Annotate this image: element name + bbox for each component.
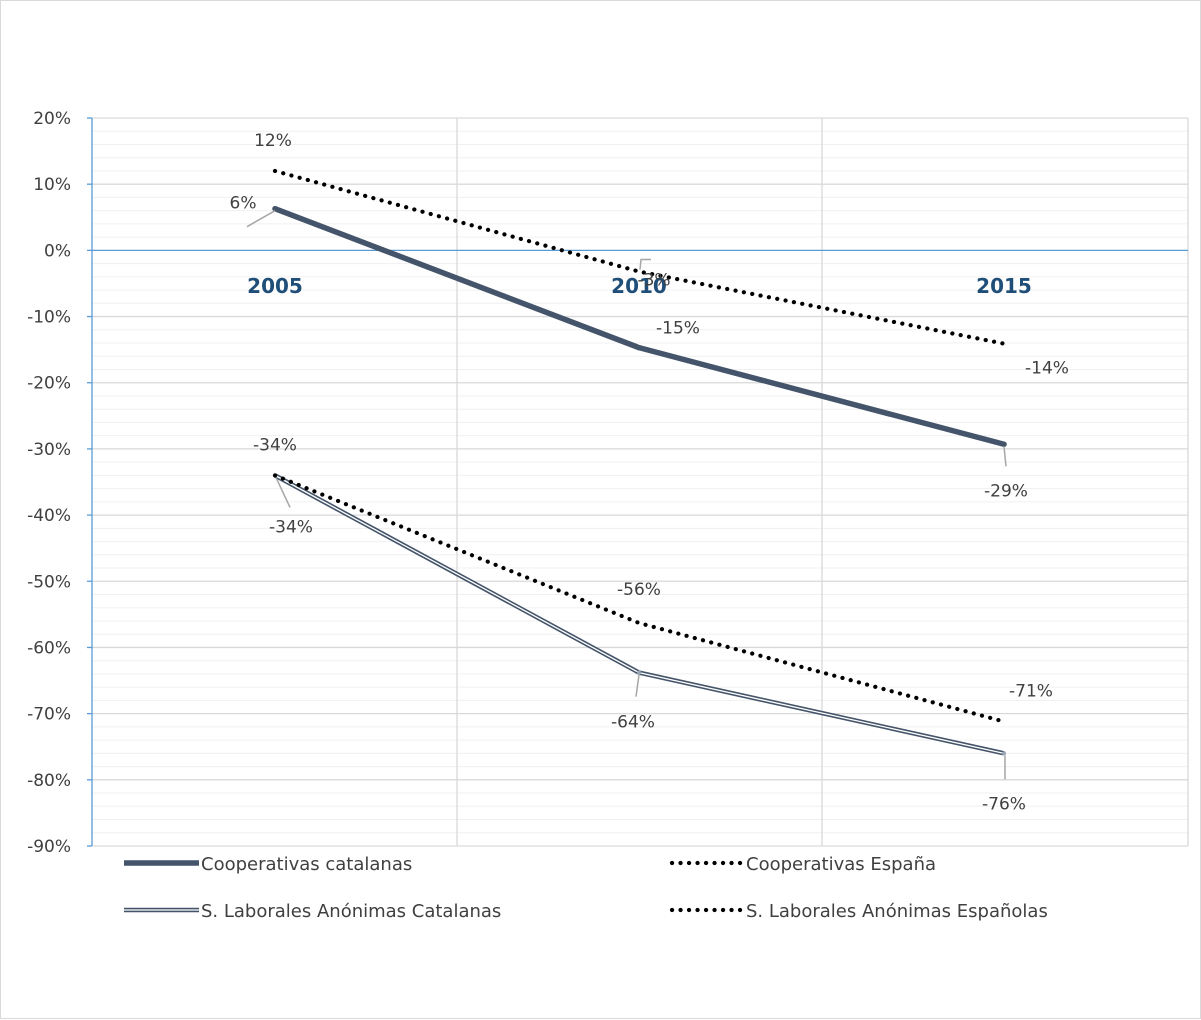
leader-line bbox=[635, 674, 640, 697]
label-leader-lines bbox=[246, 210, 1007, 780]
y-tick-label: -20% bbox=[27, 374, 71, 394]
y-tick-label: -30% bbox=[27, 440, 71, 460]
y-tick-label: -50% bbox=[27, 572, 71, 592]
legend-label: Cooperativas España bbox=[746, 854, 936, 875]
data-label: -3% bbox=[637, 271, 670, 291]
legend-label: S. Laborales Anónimas Españolas bbox=[746, 901, 1048, 922]
y-tick-label: -60% bbox=[27, 638, 71, 658]
data-point bbox=[1001, 441, 1007, 448]
data-label: -15% bbox=[656, 319, 700, 339]
legend: Cooperativas catalanas Cooperativas Españ… bbox=[124, 854, 1048, 922]
leader-line bbox=[246, 210, 276, 228]
series-slab-espanolas bbox=[272, 473, 1007, 724]
data-label: -76% bbox=[982, 794, 1026, 814]
category-labels: 2005 2010 2015 bbox=[247, 274, 1032, 298]
category-label: 2015 bbox=[976, 274, 1032, 298]
axes bbox=[87, 117, 1188, 847]
leader-line bbox=[639, 258, 651, 270]
data-label: -34% bbox=[269, 517, 313, 537]
leader-line bbox=[1003, 446, 1007, 467]
y-tick-labels: 20% 10% 0% -10% -20% -30% -40% -50% -60% -70% -80%… bbox=[27, 109, 71, 857]
y-tick-label: -90% bbox=[27, 837, 71, 857]
data-point bbox=[1002, 751, 1006, 756]
data-label: -34% bbox=[253, 435, 297, 455]
data-label: -56% bbox=[617, 580, 661, 600]
y-tick-label: -70% bbox=[27, 705, 71, 725]
y-tick-label: 10% bbox=[33, 175, 71, 195]
series-cooperativas-espana bbox=[272, 168, 1007, 346]
y-tick-label: 20% bbox=[33, 109, 71, 129]
y-tick-label: 0% bbox=[44, 241, 71, 261]
data-labels: 6% -15% -29% 12% -3% -14% -34% -64% -76% -34% -56%… bbox=[230, 131, 1069, 814]
data-label: -29% bbox=[984, 481, 1028, 501]
data-label: -71% bbox=[1009, 682, 1053, 702]
data-label: 6% bbox=[230, 194, 257, 214]
y-tick-label: -80% bbox=[27, 771, 71, 791]
data-point bbox=[272, 205, 278, 212]
data-point bbox=[637, 670, 641, 675]
data-point bbox=[636, 344, 642, 351]
leader-line bbox=[275, 477, 291, 508]
y-tick-label: -10% bbox=[27, 308, 71, 328]
vertical-gridlines bbox=[456, 118, 1189, 846]
data-label: -14% bbox=[1025, 359, 1069, 379]
data-label: -64% bbox=[611, 713, 655, 733]
category-label: 2005 bbox=[247, 274, 303, 298]
category-label: 2010 bbox=[611, 274, 667, 298]
legend-label: S. Laborales Anónimas Catalanas bbox=[201, 901, 501, 922]
series-lines bbox=[272, 168, 1007, 756]
data-label: 12% bbox=[254, 131, 292, 151]
y-tick-label: -40% bbox=[27, 506, 71, 526]
major-gridlines bbox=[92, 117, 1188, 847]
legend-label: Cooperativas catalanas bbox=[201, 854, 412, 875]
